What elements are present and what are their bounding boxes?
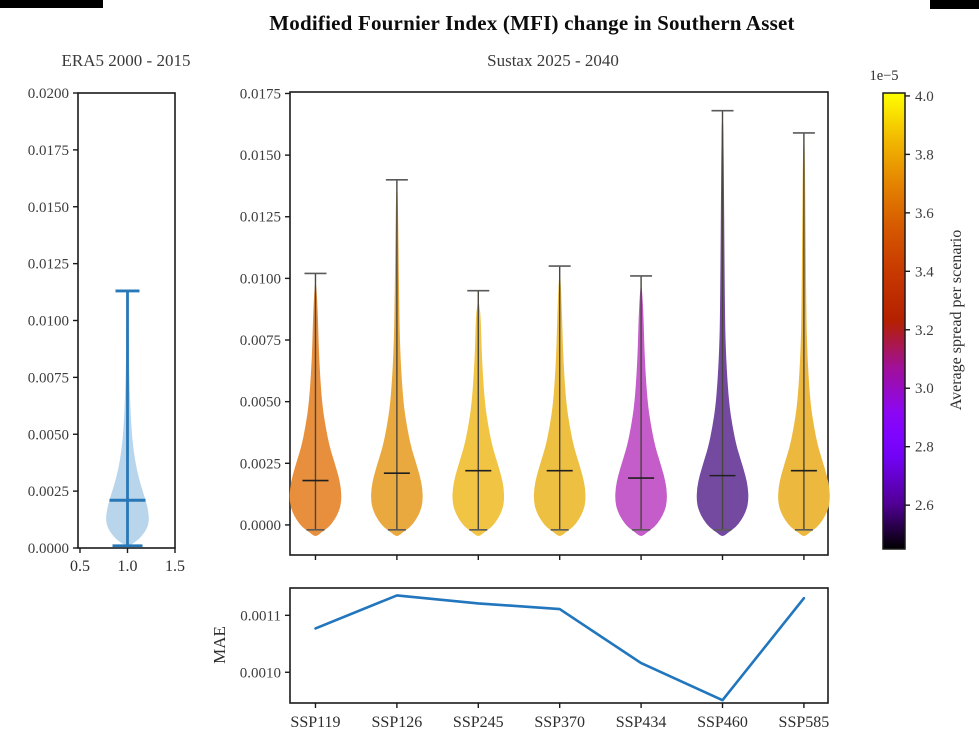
mae-x-tick-label: SSP434 bbox=[616, 714, 667, 731]
era5-y-tick-label: 0.0175 bbox=[28, 143, 69, 159]
sustax-y-tick-label: 0.0000 bbox=[240, 518, 281, 534]
sustax-y-tick-label: 0.0100 bbox=[240, 271, 281, 287]
era5-y-tick-label: 0.0025 bbox=[28, 484, 69, 500]
sustax-panel-title: Sustax 2025 - 2040 bbox=[487, 51, 619, 70]
era5-y-tick-label: 0.0050 bbox=[28, 427, 69, 443]
sustax-y-tick-label: 0.0050 bbox=[240, 395, 281, 411]
colorbar-axis-label: Average spread per scenario bbox=[948, 229, 965, 411]
mae-line-series bbox=[314, 594, 806, 702]
mae-x-tick-label: SSP585 bbox=[779, 714, 830, 731]
colorbar-frame bbox=[882, 92, 906, 550]
era5-y-tick-label: 0.0075 bbox=[28, 370, 69, 386]
era5-y-tick-label: 0.0100 bbox=[28, 314, 69, 330]
era5-x-tick-label: 1.0 bbox=[117, 558, 137, 575]
colorbar-tick-label: 4.0 bbox=[915, 89, 934, 105]
mae-x-tick-label: SSP460 bbox=[697, 714, 748, 731]
era5-y-tick-label: 0.0000 bbox=[28, 541, 69, 557]
colorbar-tick-label: 2.8 bbox=[915, 440, 934, 456]
sustax-y-tick-label: 0.0125 bbox=[240, 210, 281, 226]
mae-y-tick-label: 0.0011 bbox=[240, 608, 281, 624]
sustax-y-tick-label: 0.0025 bbox=[240, 456, 281, 472]
colorbar-tick-label: 3.4 bbox=[915, 264, 934, 280]
top-left-black-bar bbox=[0, 0, 103, 8]
sustax-y-tick-label: 0.0150 bbox=[240, 148, 281, 164]
era5-y-tick-label: 0.0125 bbox=[28, 257, 69, 273]
era5-panel-title: ERA5 2000 - 2015 bbox=[61, 51, 191, 70]
figure-title: Modified Fournier Index (MFI) change in … bbox=[269, 11, 795, 35]
mae-x-tick-label: SSP126 bbox=[372, 714, 423, 731]
colorbar-gradient bbox=[883, 93, 905, 549]
colorbar-tick-label: 3.2 bbox=[915, 323, 934, 339]
top-right-black-bar bbox=[930, 0, 979, 9]
era5-y-tick-label: 0.0200 bbox=[28, 86, 69, 102]
mae-y-tick-label: 0.0010 bbox=[240, 665, 281, 681]
era5-x-tick-label: 0.5 bbox=[70, 558, 90, 575]
sustax-y-tick-label: 0.0175 bbox=[240, 86, 281, 102]
mae-x-tick-label: SSP245 bbox=[453, 714, 504, 731]
colorbar-tick-label: 3.8 bbox=[915, 147, 934, 163]
colorbar-offset-label: 1e−5 bbox=[869, 68, 899, 84]
colorbar-tick-label: 3.6 bbox=[915, 206, 934, 222]
mae-x-tick-label: SSP370 bbox=[534, 714, 585, 731]
colorbar-tick-label: 3.0 bbox=[915, 381, 934, 397]
era5-x-tick-label: 1.5 bbox=[165, 558, 185, 575]
mae-axis-label: MAE bbox=[210, 626, 229, 664]
mae-x-tick-label: SSP119 bbox=[290, 714, 340, 731]
colorbar-tick-label: 2.6 bbox=[915, 498, 934, 514]
era5-y-tick-label: 0.0150 bbox=[28, 200, 69, 216]
sustax-y-tick-label: 0.0075 bbox=[240, 333, 281, 349]
